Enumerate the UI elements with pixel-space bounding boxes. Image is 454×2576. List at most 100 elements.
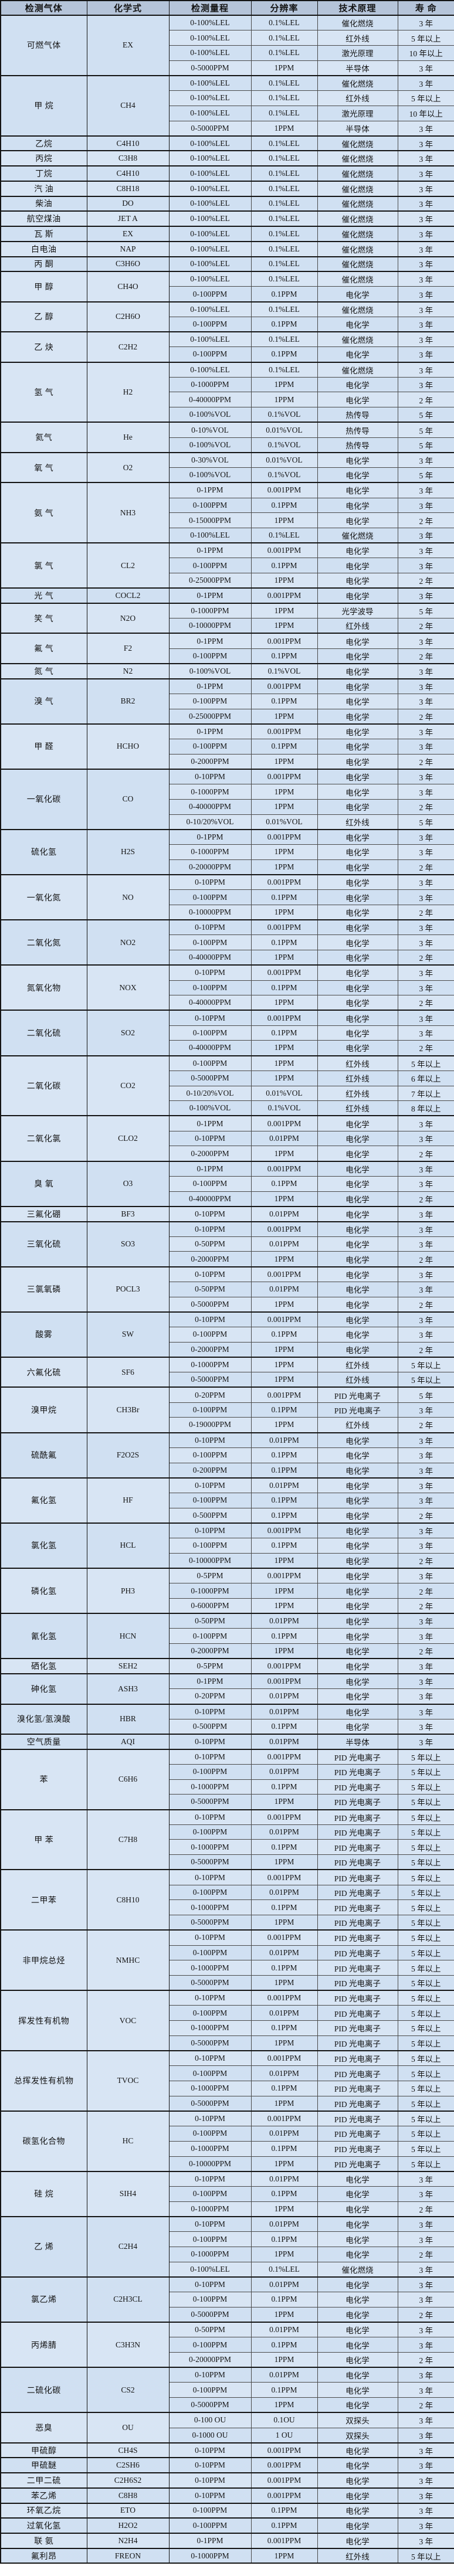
range-cell: 0-100PPM: [168, 1945, 252, 1961]
range-cell: 0-40000PPM: [168, 1191, 252, 1207]
range-cell: 0-5000PPM: [168, 120, 252, 137]
lifespan-cell: 3 年: [397, 1673, 454, 1690]
lifespan-cell: 2 年: [397, 2246, 454, 2262]
principle-cell: 催化燃烧: [317, 256, 398, 272]
lifespan-cell: 3 年: [397, 1236, 454, 1252]
resolution-cell: 0.1PPM: [250, 1538, 318, 1554]
table-row: 航空煤油 JET A 0-100%LEL 0.1%LEL 催化燃烧 3 年: [0, 210, 454, 227]
principle-cell: 电化学: [317, 512, 398, 528]
lifespan-cell: 3 年: [397, 1281, 454, 1297]
principle-cell: 电化学: [317, 1583, 398, 1599]
gas-formula-cell: NOX: [86, 964, 170, 1011]
lifespan-cell: 3 年: [397, 2231, 454, 2247]
range-cell: 0-50PPM: [168, 1281, 252, 1297]
principle-cell: 半导体: [317, 60, 398, 76]
resolution-cell: 1PPM: [250, 1040, 318, 1056]
table-row: 二氧化氮 NO2 0-10PPM 0.001PPM 电化学 3 年: [0, 919, 454, 966]
range-cell: 0-100 OU: [168, 2412, 252, 2428]
gas-name-cell: 甲 醛: [0, 723, 87, 770]
gas-name-cell: 三氟化硼: [0, 1205, 87, 1222]
gas-name-cell: 氨 气: [0, 482, 87, 543]
resolution-cell: 1PPM: [250, 1975, 318, 1991]
lifespan-cell: 3 年: [397, 980, 454, 996]
range-cell: 0-2000PPM: [168, 753, 252, 770]
resolution-cell: 0.01PPM: [250, 1205, 318, 1222]
gas-formula-cell: SEH2: [86, 1658, 170, 1674]
gas-formula-cell: VOC: [86, 1990, 170, 2051]
resolution-cell: 0.1%LEL: [250, 301, 318, 317]
range-cell: 0-100%LEL: [168, 90, 252, 106]
range-cell: 0-5000PPM: [168, 1854, 252, 1870]
resolution-cell: 1PPM: [250, 120, 318, 137]
resolution-cell: 0.01PPM: [250, 2126, 318, 2142]
resolution-cell: 0.1%LEL: [250, 135, 318, 151]
table-row: 0-25000PPM 1PPM 电化学 2 年: [1, 573, 454, 589]
resolution-cell: 0.1PPM: [250, 980, 318, 996]
gas-formula-cell: HCL: [86, 1522, 170, 1569]
lifespan-cell: 5 年以上: [397, 1884, 454, 1901]
resolution-cell: 1PPM: [250, 1055, 318, 1071]
range-cell: 0-1000PPM: [168, 2080, 252, 2096]
resolution-cell: 1PPM: [250, 60, 318, 76]
principle-cell: 电化学: [317, 753, 398, 770]
resolution-cell: 1PPM: [250, 1251, 318, 1267]
table-row: 0-10000PPM 1PPM 红外线 2 年: [1, 618, 454, 634]
lifespan-cell: 3 年: [397, 1266, 454, 1282]
table-row: 0-5000PPM 1PPM PID 光电离子 5 年以上: [1, 2095, 454, 2112]
lifespan-cell: 3 年: [397, 828, 454, 845]
resolution-cell: 0.1%LEL: [250, 361, 318, 378]
resolution-cell: 0.1PPM: [250, 1025, 318, 1041]
resolution-cell: 0.01%VOL: [250, 422, 318, 438]
range-cell: 0-100PPM: [168, 1447, 252, 1463]
table-row: 甲硫醇 CH4S 0-10PPM 0.001PPM 电化学 3 年: [0, 2442, 454, 2458]
column-header-formula: 化学式: [86, 0, 170, 16]
principle-cell: 电化学: [317, 346, 398, 363]
table-row: 0-1000PPM 1PPM 电化学 3 年: [1, 844, 454, 860]
resolution-cell: 0.1PPM: [250, 1507, 318, 1524]
range-cell: 0-100%LEL: [168, 527, 252, 543]
principle-cell: 催化燃烧: [317, 74, 398, 91]
lifespan-cell: 3 年: [397, 2337, 454, 2353]
gas-formula-cell: HCHO: [86, 723, 170, 770]
gas-name-cell: 氧 气: [0, 451, 87, 483]
resolution-cell: 0.001PPM: [250, 1010, 318, 1026]
range-cell: 0-10000PPM: [168, 2156, 252, 2172]
range-cell: 0-100%LEL: [168, 180, 252, 197]
table-row: 0-1000PPM 0.1PPM PID 光电离子 5 年以上: [1, 1899, 454, 1916]
gas-name-cell: 溴化氢/氢溴酸: [0, 1703, 87, 1735]
principle-cell: 电化学: [317, 1462, 398, 1479]
lifespan-cell: 3 年: [397, 844, 454, 860]
resolution-cell: 0.1PPM: [250, 1327, 318, 1343]
lifespan-cell: 5 年: [397, 437, 454, 453]
table-row: 0-2000PPM 1PPM 电化学 2 年: [1, 753, 454, 770]
principle-cell: 红外线: [317, 90, 398, 106]
range-cell: 0-5000PPM: [168, 1372, 252, 1388]
gas-name-cell: 二甲二硫: [0, 2472, 87, 2489]
table-row: 二硫化碳 CS2 0-10PPM 0.01PPM 电化学 3 年: [0, 2367, 454, 2413]
resolution-cell: 1PPM: [250, 1356, 318, 1373]
table-row: 硅 烷 SIH4 0-10PPM 0.01PPM 电化学 3 年: [0, 2170, 454, 2217]
lifespan-cell: 3 年: [397, 2186, 454, 2202]
principle-cell: 电化学: [317, 1160, 398, 1177]
table-row: 0-1000PPM 1PPM 电化学 2 年: [1, 2201, 454, 2217]
resolution-cell: 0.1%VOL: [250, 407, 318, 423]
range-cell: 0-1000PPM: [168, 603, 252, 619]
gas-formula-cell: CH4S: [86, 2442, 170, 2458]
gas-formula-cell: JET A: [86, 210, 170, 227]
resolution-cell: 0.001PPM: [250, 1748, 318, 1765]
principle-cell: 电化学: [317, 678, 398, 694]
table-row: 0-100PPM 0.1PPM 电化学 3 年: [1, 1175, 454, 1192]
range-cell: 0-10PPM: [168, 2276, 252, 2293]
range-cell: 0-10PPM: [168, 2367, 252, 2383]
lifespan-cell: 3 年: [397, 1432, 454, 1448]
principle-cell: 热传导: [317, 422, 398, 438]
principle-cell: 电化学: [317, 2231, 398, 2247]
lifespan-cell: 5 年以上: [397, 1990, 454, 2006]
table-row: 0-50PPM 0.01PPM 电化学 3 年: [1, 1281, 454, 1297]
gas-formula-cell: POCL3: [86, 1266, 170, 1313]
table-row: 0-25000PPM 1PPM 电化学 2 年: [1, 708, 454, 725]
resolution-cell: 0.1%LEL: [250, 210, 318, 227]
resolution-cell: 1PPM: [250, 1583, 318, 1599]
resolution-cell: 0.001PPM: [250, 2457, 318, 2473]
range-cell: 0-100PPM: [168, 1538, 252, 1554]
